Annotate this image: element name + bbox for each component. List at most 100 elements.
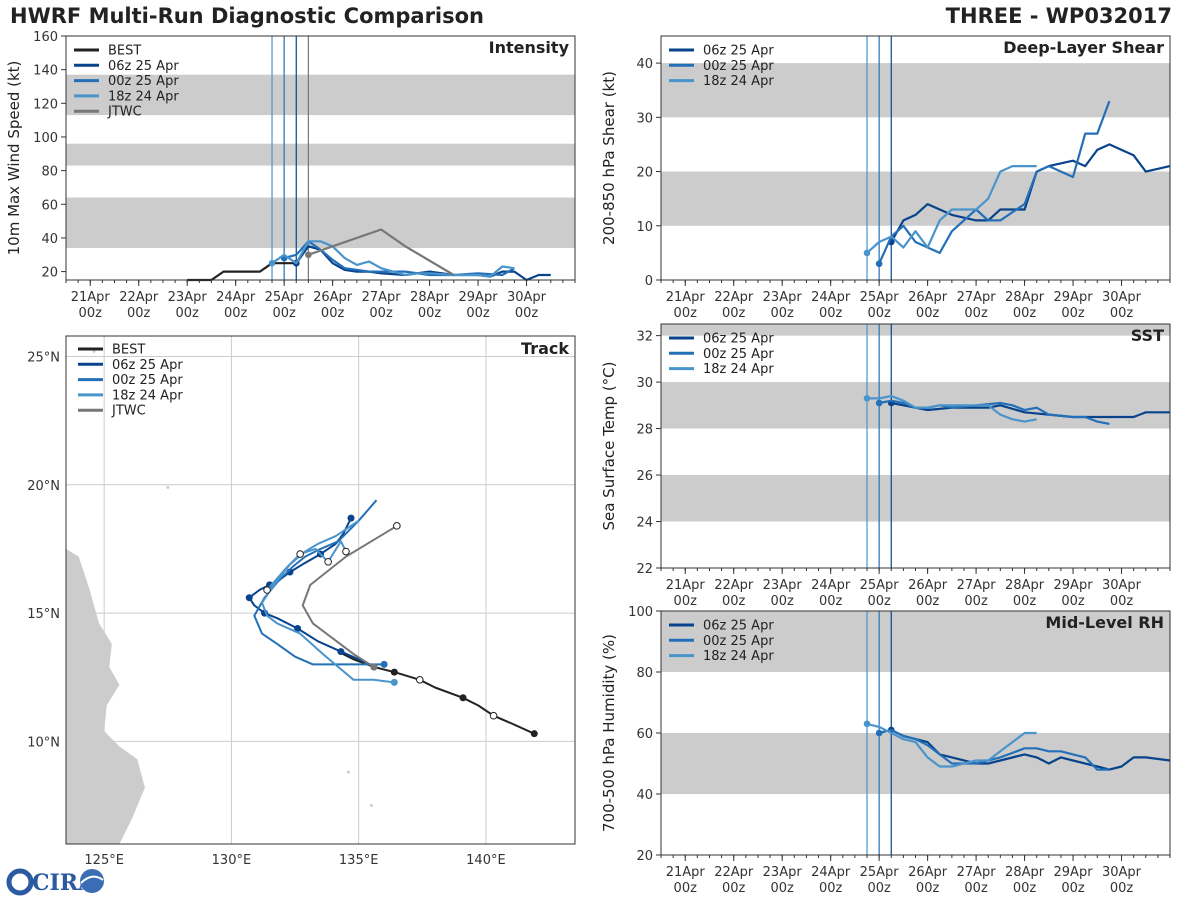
panel-title: Intensity xyxy=(489,38,570,57)
x-tick-label: 00z xyxy=(369,306,393,321)
legend-label: 00z 25 Apr xyxy=(703,59,774,74)
island xyxy=(369,804,373,808)
figure-title: HWRF Multi-Run Diagnostic Comparison xyxy=(10,4,485,28)
x-tick-label: 22Apr xyxy=(714,578,754,593)
lon-tick-label: 140°E xyxy=(466,853,506,868)
track-point-open xyxy=(324,557,332,566)
track-point-open xyxy=(342,547,350,556)
x-tick-label: 00z xyxy=(466,306,490,321)
y-tick-label: 32 xyxy=(636,330,653,345)
legend-label: 00z 25 Apr xyxy=(108,74,179,89)
y-tick-label: 80 xyxy=(636,666,653,681)
y-tick-label: 20 xyxy=(636,849,653,864)
panel-title: Mid-Level RH xyxy=(1045,613,1164,632)
track-line-jtwc xyxy=(301,525,398,668)
x-tick-label: 00z xyxy=(916,306,940,321)
x-tick-label: 00z xyxy=(819,594,843,609)
series-line-18z-24-apr xyxy=(271,240,515,278)
series-marker xyxy=(863,720,871,728)
series-marker xyxy=(268,259,276,267)
lat-tick-label: 10°N xyxy=(27,735,60,750)
threshold-band xyxy=(661,611,1170,672)
panel-title: SST xyxy=(1131,326,1164,345)
series-marker xyxy=(305,251,312,259)
y-tick-label: 60 xyxy=(41,198,58,213)
x-tick-label: 00z xyxy=(771,881,795,896)
series-line-00z-25-apr xyxy=(878,728,1110,771)
track-point-filled xyxy=(337,648,345,656)
x-tick-label: 21Apr xyxy=(666,578,706,593)
series-line-06z-25-apr xyxy=(891,401,1170,419)
series-line-18z-24-apr xyxy=(867,394,1037,423)
y-tick-label: 10 xyxy=(636,220,653,235)
x-tick-label: 00z xyxy=(515,306,539,321)
legend-label: JTWC xyxy=(107,105,142,120)
track-line-18z-24-apr xyxy=(261,519,395,684)
x-tick-label: 25Apr xyxy=(860,865,900,880)
x-tick-label: 00z xyxy=(176,306,200,321)
y-axis-label: 10m Max Wind Speed (kt) xyxy=(5,61,23,256)
threshold-band xyxy=(661,475,1170,522)
track-point-filled xyxy=(347,514,355,522)
x-tick-label: 30Apr xyxy=(507,290,547,305)
x-tick-label: 00z xyxy=(418,306,442,321)
island xyxy=(346,770,350,774)
series-line-00z-25-apr xyxy=(283,240,515,277)
series-marker xyxy=(875,399,883,407)
threshold-band xyxy=(66,74,575,116)
legend-label: 18z 24 Apr xyxy=(112,388,183,403)
x-tick-label: 00z xyxy=(224,306,248,321)
track-line-18z-24-apr xyxy=(266,540,347,591)
series-line-18z-24-apr xyxy=(866,165,1037,254)
x-tick-label: 30Apr xyxy=(1102,865,1142,880)
track-point-filled xyxy=(294,624,302,632)
legend-label: BEST xyxy=(112,343,145,358)
x-tick-label: 00z xyxy=(771,306,795,321)
x-tick-label: 00z xyxy=(674,881,698,896)
track-map xyxy=(66,336,575,844)
x-tick-label: 00z xyxy=(1013,306,1037,321)
x-tick-label: 23Apr xyxy=(763,578,803,593)
x-tick-label: 24Apr xyxy=(216,290,256,305)
x-tick-label: 24Apr xyxy=(811,290,851,305)
land-mass xyxy=(66,548,145,844)
panel-rh: 2040608010021Apr00z22Apr00z23Apr00z24Apr… xyxy=(600,605,1171,896)
threshold-band xyxy=(661,171,1170,226)
x-tick-label: 21Apr xyxy=(666,865,706,880)
x-tick-label: 00z xyxy=(1061,594,1085,609)
threshold-band xyxy=(661,324,1170,336)
track-point-filled xyxy=(390,668,398,676)
legend-label: JTWC xyxy=(111,404,146,419)
series-line-06z-25-apr xyxy=(890,729,1171,771)
track-point-filled xyxy=(245,594,253,602)
x-tick-label: 22Apr xyxy=(714,290,754,305)
y-tick-label: 22 xyxy=(636,562,653,577)
x-tick-label: 27Apr xyxy=(957,290,997,305)
x-tick-label: 26Apr xyxy=(313,290,353,305)
x-tick-label: 28Apr xyxy=(1005,290,1045,305)
x-tick-label: 00z xyxy=(1013,594,1037,609)
legend-label: BEST xyxy=(108,44,141,59)
threshold-band xyxy=(661,63,1170,118)
series-marker xyxy=(875,729,883,737)
x-tick-label: 00z xyxy=(771,594,795,609)
series-line-best xyxy=(187,262,297,282)
x-tick-label: 24Apr xyxy=(811,578,851,593)
x-tick-label: 00z xyxy=(964,306,988,321)
series-marker xyxy=(875,260,883,268)
x-tick-label: 00z xyxy=(867,594,891,609)
x-tick-label: 00z xyxy=(819,306,843,321)
x-tick-label: 00z xyxy=(1061,881,1085,896)
storm-id: THREE - WP032017 xyxy=(945,4,1172,28)
legend-label: 06z 25 Apr xyxy=(703,619,774,634)
island xyxy=(92,349,96,353)
legend-label: 00z 25 Apr xyxy=(703,347,774,362)
threshold-band xyxy=(661,382,1170,429)
x-tick-label: 00z xyxy=(674,594,698,609)
x-tick-label: 00z xyxy=(819,881,843,896)
panel-intensity: 2040608010012014016021Apr00z22Apr00z23Ap… xyxy=(5,30,576,321)
threshold-band xyxy=(66,143,575,166)
lat-tick-label: 20°N xyxy=(27,479,60,494)
y-tick-label: 0 xyxy=(645,274,653,289)
y-tick-label: 30 xyxy=(636,111,653,126)
